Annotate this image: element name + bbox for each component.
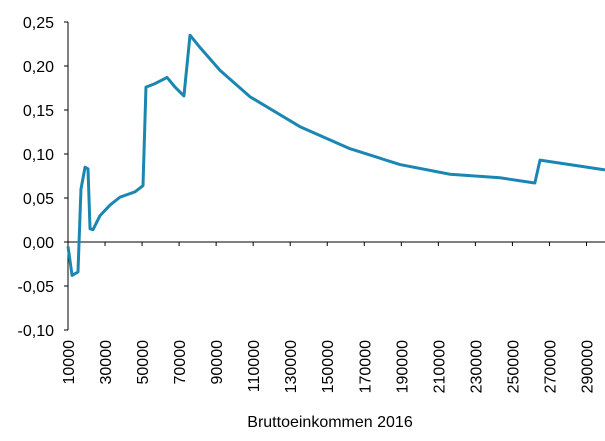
x-tick-label: 290000 — [579, 340, 596, 393]
x-tick-label: 250000 — [505, 340, 522, 393]
x-tick-label: 70000 — [172, 340, 189, 385]
x-tick-label: 10000 — [61, 340, 78, 385]
y-tick-label: 0,25 — [23, 15, 54, 32]
line-series — [66, 33, 605, 277]
x-tick-label: 210000 — [431, 340, 448, 393]
x-tick-label: 30000 — [98, 340, 115, 385]
y-tick-label: 0,05 — [23, 191, 54, 208]
x-tick-label: 50000 — [135, 340, 152, 385]
x-tick-label: 230000 — [468, 340, 485, 393]
x-tick-label: 130000 — [283, 340, 300, 393]
y-tick-label: 0,10 — [23, 147, 54, 164]
y-tick-label: 0,00 — [23, 235, 54, 252]
x-tick-label: 110000 — [246, 340, 263, 392]
y-tick-label: -0,05 — [18, 279, 55, 296]
y-tick-label: 0,20 — [23, 59, 54, 76]
x-tick-label: 150000 — [320, 340, 337, 393]
y-tick-label: 0,15 — [23, 103, 54, 120]
x-tick-label: 170000 — [357, 340, 374, 393]
x-tick-label: 270000 — [542, 340, 559, 393]
y-tick-label: -0,10 — [18, 323, 55, 340]
x-tick-label: 90000 — [209, 340, 226, 385]
x-axis-label: Bruttoeinkommen 2016 — [247, 414, 413, 431]
x-tick-label: 190000 — [394, 340, 411, 393]
